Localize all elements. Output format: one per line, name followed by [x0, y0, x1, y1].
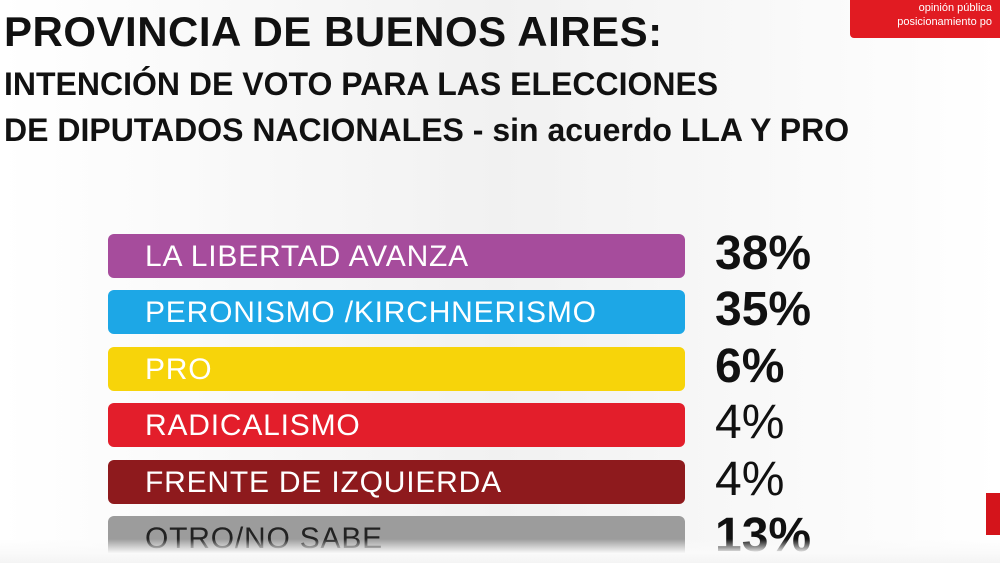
bar-5: [108, 459, 685, 504]
bar-4: [108, 403, 685, 448]
bottom-fade: [0, 539, 1000, 563]
page-title: PROVINCIA DE BUENOS AIRES:: [4, 8, 663, 55]
bar-value-2: 35%: [715, 283, 812, 337]
bar-value-5: 4%: [715, 452, 785, 506]
bar-1: [108, 234, 685, 278]
bar-3: [108, 346, 685, 391]
corner-mark: [986, 493, 1000, 535]
brand-line-2: posicionamiento po: [897, 16, 992, 28]
bar-label-3: PRO: [145, 352, 213, 386]
bar-label-5: FRENTE DE IZQUIERDA: [145, 465, 502, 499]
bar-2: [108, 290, 685, 335]
page-subtitle-line-2: DE DIPUTADOS NACIONALES - sin acuerdo LL…: [4, 112, 850, 148]
bar-value-4: 4%: [715, 396, 785, 450]
page-subtitle-line-1: INTENCIÓN DE VOTO PARA LAS ELECCIONES: [4, 66, 719, 102]
brand-tag: opinión pública posicionamiento po: [850, 0, 1000, 38]
bar-label-2: PERONISMO /KIRCHNERISMO: [145, 296, 597, 330]
bar-label-4: RADICALISMO: [145, 409, 361, 443]
bar-label-1: LA LIBERTAD AVANZA: [145, 240, 469, 273]
brand-line-1: opinión pública: [918, 2, 992, 14]
bar-value-1: 38%: [715, 227, 812, 280]
bar-value-3: 6%: [715, 339, 785, 393]
